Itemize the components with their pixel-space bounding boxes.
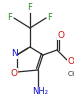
Text: CH₃: CH₃	[67, 71, 74, 77]
Text: O: O	[67, 56, 74, 66]
Text: NH₂: NH₂	[32, 87, 48, 96]
Text: O: O	[57, 30, 65, 39]
Text: O: O	[11, 68, 17, 77]
Text: F: F	[28, 3, 32, 12]
Text: N: N	[11, 49, 17, 58]
Text: F: F	[48, 14, 52, 22]
Text: F: F	[8, 14, 12, 22]
